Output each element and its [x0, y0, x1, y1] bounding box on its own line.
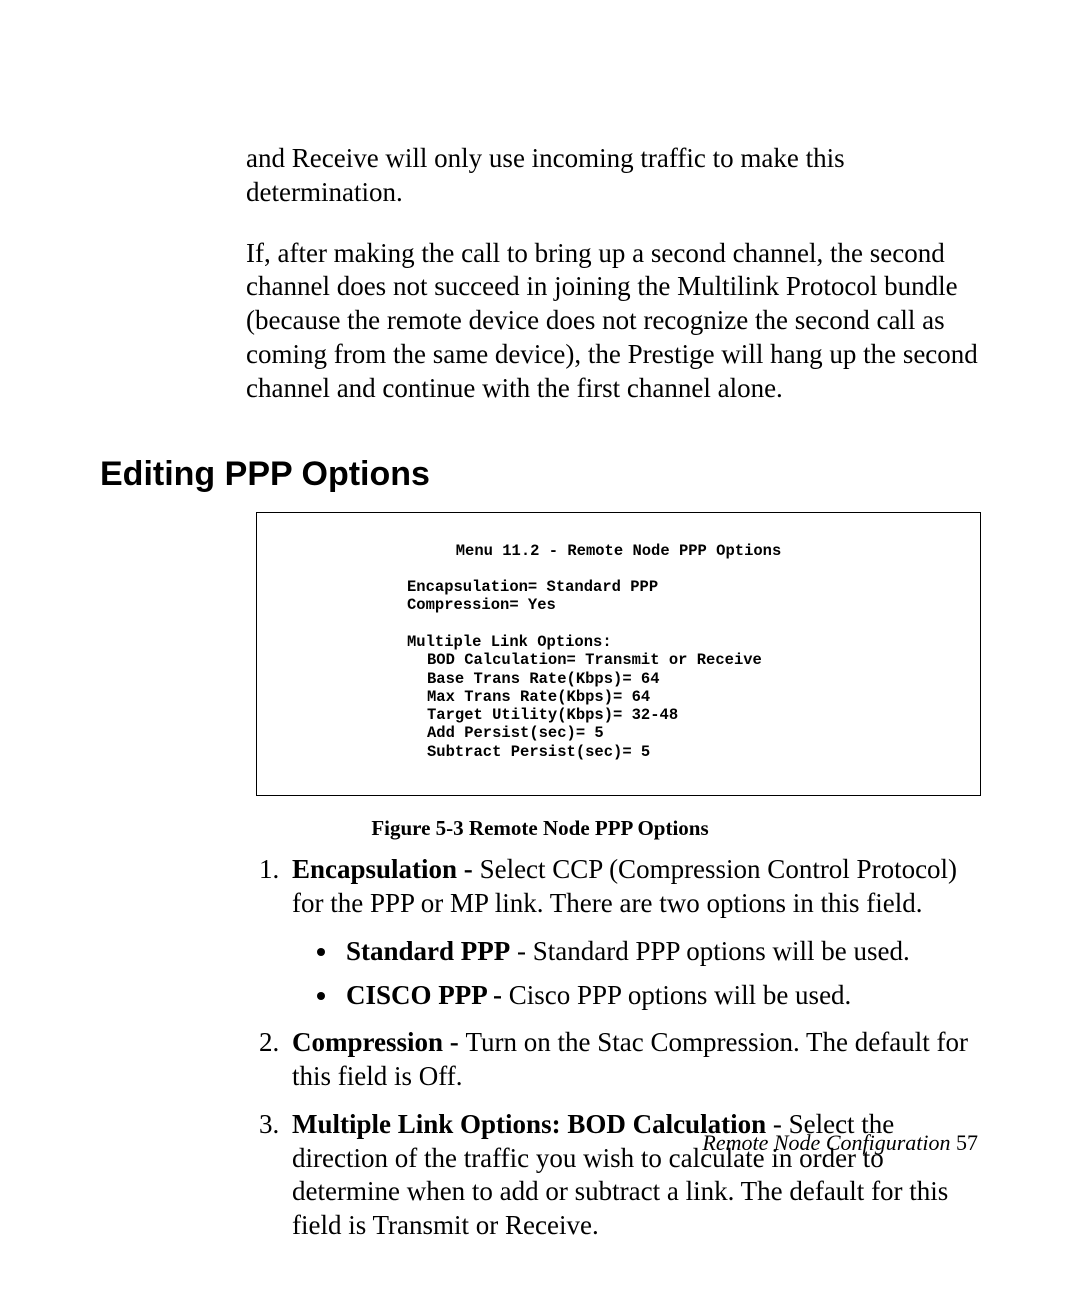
terminal-sub: Subtract Persist(sec)= 5: [267, 743, 970, 761]
ordered-list: Encapsulation - Select CCP (Compression …: [246, 853, 980, 1243]
list-item-2-label: Compression -: [292, 1027, 466, 1057]
list-item-3-label: Multiple Link Options: BOD Calculation: [292, 1109, 766, 1139]
sublist-item-2-label: CISCO PPP -: [346, 980, 509, 1010]
sublist-item-2-text: Cisco PPP options will be used.: [509, 980, 852, 1010]
figure-caption: Figure 5-3 Remote Node PPP Options: [100, 816, 980, 841]
list-item-3: Multiple Link Options: BOD Calculation -…: [286, 1108, 980, 1243]
terminal-add: Add Persist(sec)= 5: [267, 724, 970, 742]
list-item-2: Compression - Turn on the Stac Compressi…: [286, 1026, 980, 1094]
terminal-bod: BOD Calculation= Transmit or Receive: [267, 651, 970, 669]
terminal-compression: Compression= Yes: [267, 596, 970, 614]
terminal-max: Max Trans Rate(Kbps)= 64: [267, 688, 970, 706]
section-heading: Editing PPP Options: [100, 455, 980, 494]
terminal-title: Menu 11.2 - Remote Node PPP Options: [267, 542, 970, 560]
intro-paragraph-1: and Receive will only use incoming traff…: [246, 142, 980, 210]
sublist-item-2: CISCO PPP - Cisco PPP options will be us…: [340, 979, 980, 1013]
terminal-encapsulation: Encapsulation= Standard PPP: [267, 578, 970, 596]
intro-paragraph-2: If, after making the call to bring up a …: [246, 237, 980, 406]
sublist-item-1-label: Standard PPP: [346, 936, 510, 966]
page-footer: Remote Node Configuration 57: [702, 1130, 978, 1156]
list-item-1-label: Encapsulation -: [292, 854, 480, 884]
footer-page-number: 57: [956, 1130, 978, 1155]
footer-text: Remote Node Configuration: [702, 1130, 956, 1155]
terminal-mlo-header: Multiple Link Options:: [267, 633, 970, 651]
list-item-1: Encapsulation - Select CCP (Compression …: [286, 853, 980, 1012]
terminal-base: Base Trans Rate(Kbps)= 64: [267, 670, 970, 688]
terminal-screenshot: Menu 11.2 - Remote Node PPP Options Enca…: [256, 512, 981, 796]
sublist-item-1-text: - Standard PPP options will be used.: [510, 936, 910, 966]
terminal-target: Target Utility(Kbps)= 32-48: [267, 706, 970, 724]
document-page: and Receive will only use incoming traff…: [0, 0, 1080, 1311]
sublist-item-1: Standard PPP - Standard PPP options will…: [340, 935, 980, 969]
sublist-1: Standard PPP - Standard PPP options will…: [292, 935, 980, 1013]
